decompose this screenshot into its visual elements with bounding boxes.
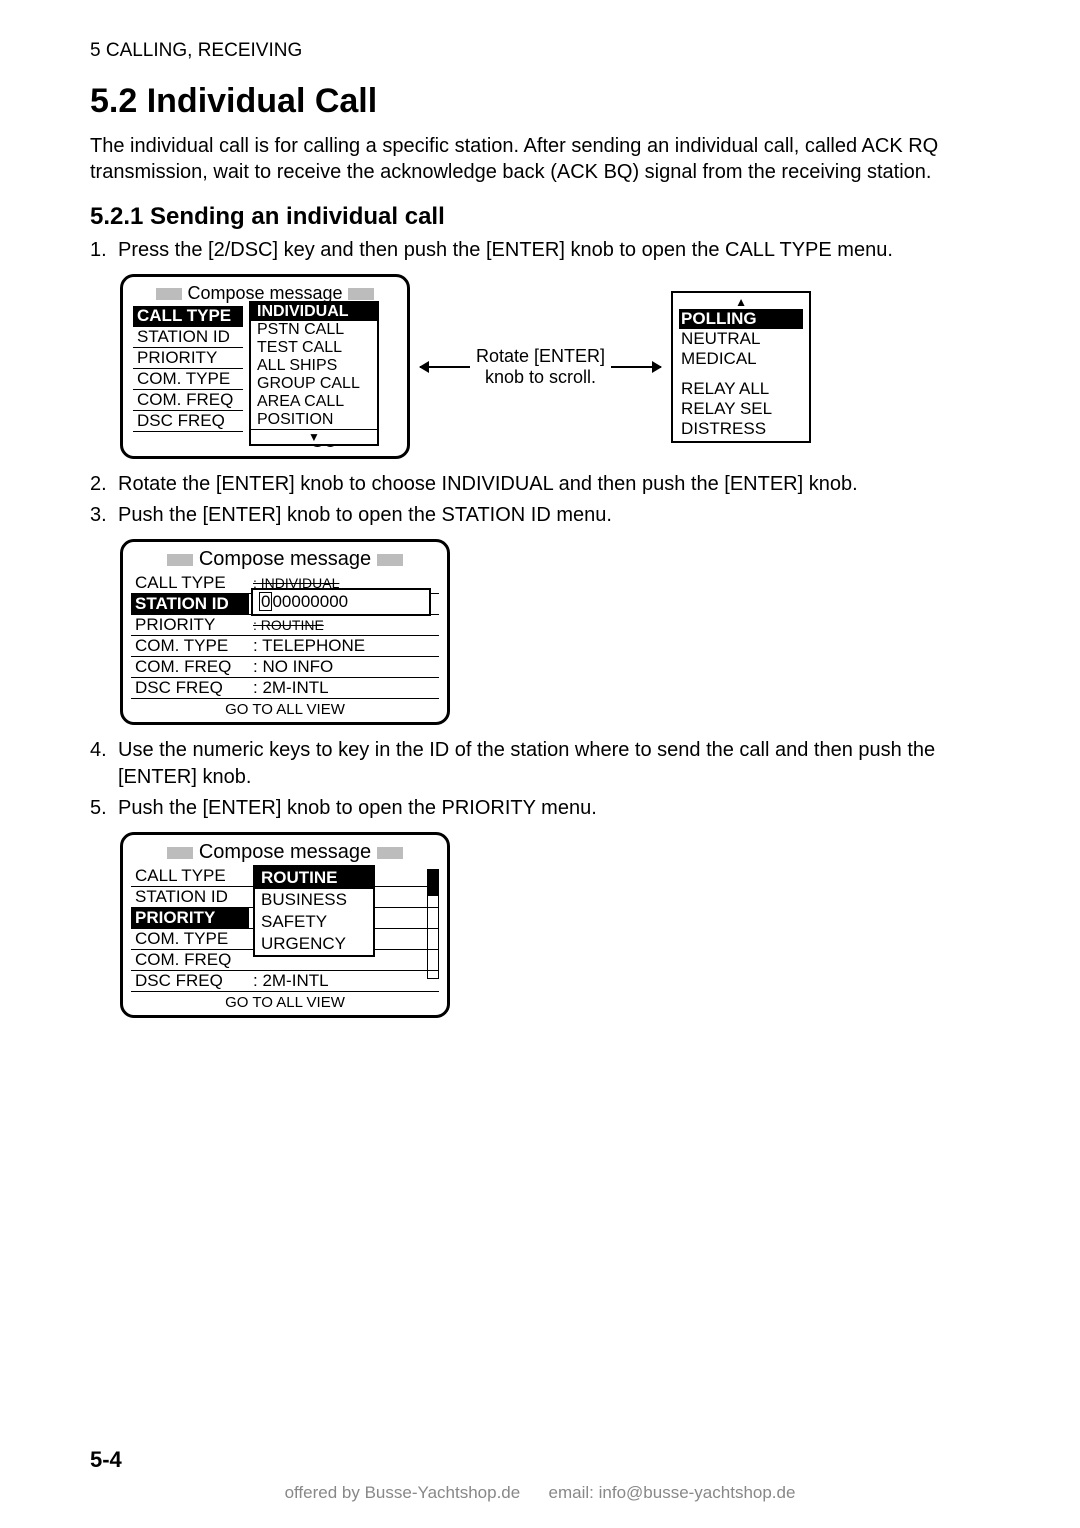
fig3-lbl-dscfreq: DSC FREQ <box>131 971 249 991</box>
step-list-3: 4.Use the numeric keys to key in the ID … <box>90 737 990 822</box>
fig2-val-dscfreq: : 2M-INTL <box>249 678 439 698</box>
fig3-dd-safety: SAFETY <box>255 911 373 933</box>
fig3-lbl-calltype: CALL TYPE <box>131 866 249 886</box>
fig3-scrollbar-thumb <box>428 870 438 896</box>
fig1-dd-group: GROUP CALL <box>251 375 377 393</box>
fig1-label-comtype: COM. TYPE <box>133 369 243 390</box>
step-4-text: Use the numeric keys to key in the ID of… <box>118 739 935 788</box>
fig2-lbl-dscfreq: DSC FREQ <box>131 678 249 698</box>
fig1-dropdown: INDIVIDUAL PSTN CALL TEST CALL ALL SHIPS… <box>249 301 379 446</box>
fig1-label-comfreq: COM. FREQ <box>133 390 243 411</box>
step-1: 1.Press the [2/DSC] key and then push th… <box>118 237 990 264</box>
fig1-r-polling: POLLING <box>679 309 803 329</box>
figure-2: Compose message CALL TYPE: INDIVIDUAL ST… <box>120 539 990 725</box>
fig1-dd-individual: INDIVIDUAL <box>251 303 377 321</box>
fig1-r-neutral: NEUTRAL <box>679 329 803 349</box>
step-5: 5.Push the [ENTER] knob to open the PRIO… <box>118 795 990 822</box>
figure-1: Compose message CALL TYPE STATION ID PRI… <box>120 274 990 459</box>
intro-paragraph: The individual call is for calling a spe… <box>90 133 990 185</box>
fig1-dd-position: POSITION <box>251 411 377 429</box>
fig2-val-priority: : ROUTINE <box>249 617 439 633</box>
figure-3: Compose message CALL TYPE STATION ID PRI… <box>120 832 990 1018</box>
page-number: 5-4 <box>90 1447 122 1473</box>
fig2-val-comfreq: : NO INFO <box>249 657 439 677</box>
fig1-label-calltype: CALL TYPE <box>133 306 243 327</box>
fig3-lbl-comfreq: COM. FREQ <box>131 950 249 970</box>
fig1-label-priority: PRIORITY <box>133 348 243 369</box>
fig3-lbl-comtype: COM. TYPE <box>131 929 249 949</box>
fig1-r-relaysel: RELAY SEL <box>679 399 803 419</box>
section-title: 5.2 Individual Call <box>90 82 990 121</box>
fig1-dd-area: AREA CALL <box>251 393 377 411</box>
fig2-title: Compose message <box>199 548 371 570</box>
fig2-lbl-priority: PRIORITY <box>131 615 249 635</box>
fig2-input-overlay: 000000000 <box>251 588 431 616</box>
scroll-up-icon: ▲ <box>679 295 803 309</box>
fig1-label-dscfreq: DSC FREQ <box>133 411 243 432</box>
fig2-val-comtype: : TELEPHONE <box>249 636 439 656</box>
footer-left: offered by Busse-Yachtshop.de <box>285 1483 521 1502</box>
fig2-lbl-comfreq: COM. FREQ <box>131 657 249 677</box>
fig3-lcd: Compose message CALL TYPE STATION ID PRI… <box>120 832 450 1018</box>
fig1-mid-line2: knob to scroll. <box>476 367 605 388</box>
fig3-val-dscfreq: : 2M-INTL <box>249 971 439 991</box>
step-3: 3.Push the [ENTER] knob to open the STAT… <box>118 502 990 529</box>
step-2-text: Rotate the [ENTER] knob to choose INDIVI… <box>118 473 858 495</box>
footer-right: email: info@busse-yachtshop.de <box>549 1483 796 1502</box>
step-5-text: Push the [ENTER] knob to open the PRIORI… <box>118 797 597 819</box>
fig1-mid: Rotate [ENTER] knob to scroll. <box>420 346 661 388</box>
step-2: 2.Rotate the [ENTER] knob to choose INDI… <box>118 471 990 498</box>
step-1-text: Press the [2/DSC] key and then push the … <box>118 239 893 261</box>
chapter-header: 5 CALLING, RECEIVING <box>90 40 990 62</box>
fig1-r-relayall: RELAY ALL <box>679 379 803 399</box>
step-list-2: 2.Rotate the [ENTER] knob to choose INDI… <box>90 471 990 529</box>
arrow-left-icon <box>420 366 470 368</box>
fig3-dropdown: ROUTINE BUSINESS SAFETY URGENCY <box>253 865 375 957</box>
fig2-lbl-calltype: CALL TYPE <box>131 573 249 593</box>
page-footer: offered by Busse-Yachtshop.de email: inf… <box>0 1483 1080 1503</box>
fig1-r-medical: MEDICAL <box>679 349 803 369</box>
fig3-dd-business: BUSINESS <box>255 889 373 911</box>
fig2-footer: GO TO ALL VIEW <box>131 699 439 718</box>
step-4: 4.Use the numeric keys to key in the ID … <box>118 737 990 791</box>
fig3-footer: GO TO ALL VIEW <box>131 992 439 1011</box>
fig2-input-rest: 00000000 <box>272 592 348 611</box>
fig3-scrollbar <box>427 869 439 979</box>
fig3-title: Compose message <box>199 841 371 863</box>
fig1-right-list: ▲ POLLING NEUTRAL MEDICAL RELAY ALL RELA… <box>671 291 811 443</box>
fig1-mid-line1: Rotate [ENTER] <box>476 346 605 367</box>
fig3-lbl-stationid: STATION ID <box>131 887 249 907</box>
fig3-dd-urgency: URGENCY <box>255 933 373 955</box>
fig1-dd-test: TEST CALL <box>251 339 377 357</box>
fig1-dd-allships: ALL SHIPS <box>251 357 377 375</box>
fig2-input-cursor: 0 <box>259 592 272 611</box>
fig1-r-distress: DISTRESS <box>679 419 803 439</box>
step-list: 1.Press the [2/DSC] key and then push th… <box>90 237 990 264</box>
step-3-text: Push the [ENTER] knob to open the STATIO… <box>118 504 612 526</box>
fig1-title: Compose message <box>187 283 342 303</box>
fig2-lbl-stationid: STATION ID <box>131 594 249 614</box>
fig1-dd-pstn: PSTN CALL <box>251 321 377 339</box>
subsection-title: 5.2.1 Sending an individual call <box>90 203 990 231</box>
fig2-lbl-comtype: COM. TYPE <box>131 636 249 656</box>
scroll-down-icon: ▼ <box>251 429 377 444</box>
fig1-label-stationid: STATION ID <box>133 327 243 348</box>
fig2-lcd: Compose message CALL TYPE: INDIVIDUAL ST… <box>120 539 450 725</box>
fig1-lcd-left: Compose message CALL TYPE STATION ID PRI… <box>120 274 410 459</box>
arrow-right-icon <box>611 366 661 368</box>
fig3-dd-routine: ROUTINE <box>255 867 373 889</box>
fig3-lbl-priority: PRIORITY <box>131 908 249 928</box>
